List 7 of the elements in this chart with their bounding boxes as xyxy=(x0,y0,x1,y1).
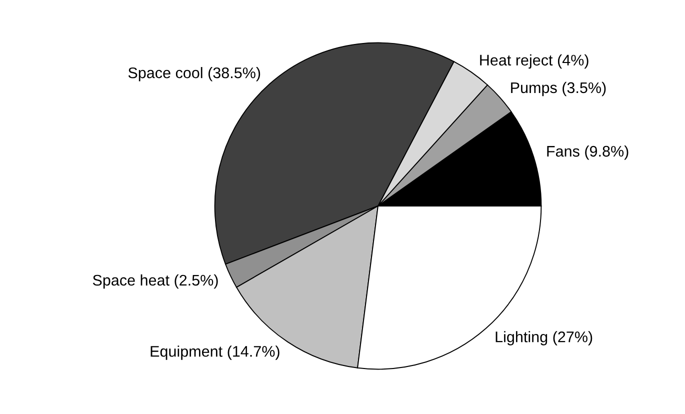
slice-label: Lighting (27%) xyxy=(496,331,592,346)
slice-label: Fans (9.8%) xyxy=(547,145,628,160)
slice-label: Heat reject (4%) xyxy=(480,54,588,69)
slice-label: Space heat (2.5%) xyxy=(92,274,218,289)
slice-label: Equipment (14.7%) xyxy=(150,346,280,360)
slice-label: Pumps (3.5%) xyxy=(511,82,606,96)
slice-label: Space cool (38.5%) xyxy=(128,67,260,82)
